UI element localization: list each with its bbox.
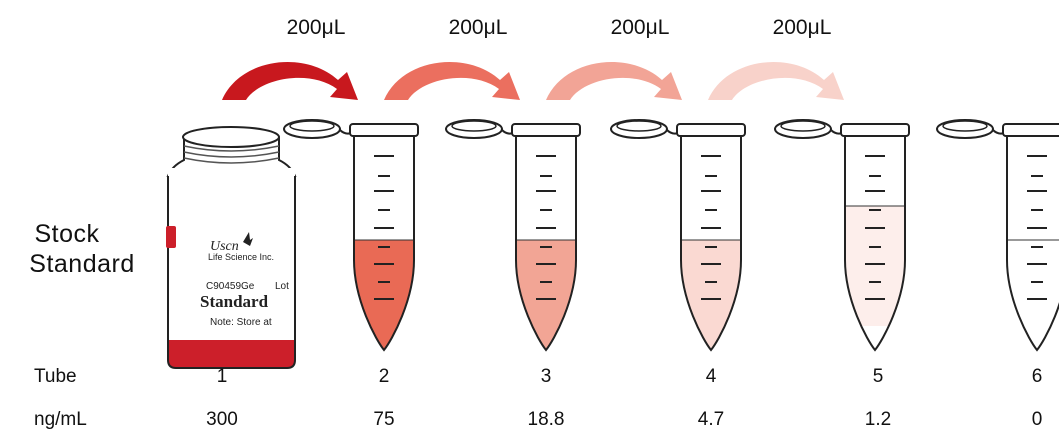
transfer-volume-2: 200μL [449, 16, 508, 39]
tube-lid [283, 119, 341, 139]
tube-number: 5 [873, 366, 884, 387]
concentration-value: 4.7 [698, 409, 724, 430]
tube-lid [774, 119, 832, 139]
concentration-value: 0 [1032, 409, 1043, 430]
transfer-arrows [222, 61, 844, 100]
tube-number: 2 [379, 366, 390, 387]
tube-5 [774, 119, 910, 352]
tube-3 [445, 119, 581, 352]
vial-name: Standard [200, 292, 269, 311]
transfer-arrow-3 [546, 61, 682, 100]
concentration-value: 300 [206, 409, 238, 430]
concentration-value: 18.8 [528, 409, 565, 430]
conc-row-header: ng/mL [34, 409, 87, 430]
vial-note: Note: Store at [210, 317, 272, 328]
stock-label-line1: Stock [34, 220, 99, 248]
tube-number: 6 [1032, 366, 1043, 387]
stock-label-line2: Standard [29, 250, 134, 278]
vial-brand-sub: Life Science Inc. [208, 252, 274, 262]
tube-liquid [845, 206, 905, 326]
vial-liquid-band [168, 340, 295, 368]
transfer-volume-labels: 200μL 200μL 200μL 200μL [287, 16, 832, 39]
tube-6 [936, 119, 1059, 352]
vial-brand: Uscn [210, 239, 239, 254]
transfer-volume-4: 200μL [773, 16, 832, 39]
concentration-value: 1.2 [865, 409, 891, 430]
tube-lid [610, 119, 668, 139]
tube-2 [283, 119, 419, 352]
stock-vial: Uscn Life Science Inc. Lot C90459Ge Stan… [166, 126, 297, 369]
tube-lid [936, 119, 994, 139]
tube-lid [445, 119, 503, 139]
transfer-arrow-4 [708, 61, 844, 100]
transfer-volume-1: 200μL [287, 16, 346, 39]
tube-number: 1 [217, 366, 228, 387]
concentration-value: 75 [373, 409, 394, 430]
concentration-values: 300 75 18.8 4.7 1.2 0 [206, 409, 1042, 430]
tube-4 [610, 119, 746, 352]
tube-number: 3 [541, 366, 552, 387]
dilution-tubes [283, 119, 1059, 352]
vial-lot: Lot [275, 281, 289, 292]
vial-code: C90459Ge [206, 281, 255, 292]
tube-numbers: 1 2 3 4 5 6 [217, 366, 1043, 387]
transfer-volume-3: 200μL [611, 16, 670, 39]
tube-number: 4 [706, 366, 717, 387]
transfer-arrow-2 [384, 61, 520, 100]
transfer-arrow-1 [222, 61, 358, 100]
tube-row-header: Tube [34, 366, 77, 387]
